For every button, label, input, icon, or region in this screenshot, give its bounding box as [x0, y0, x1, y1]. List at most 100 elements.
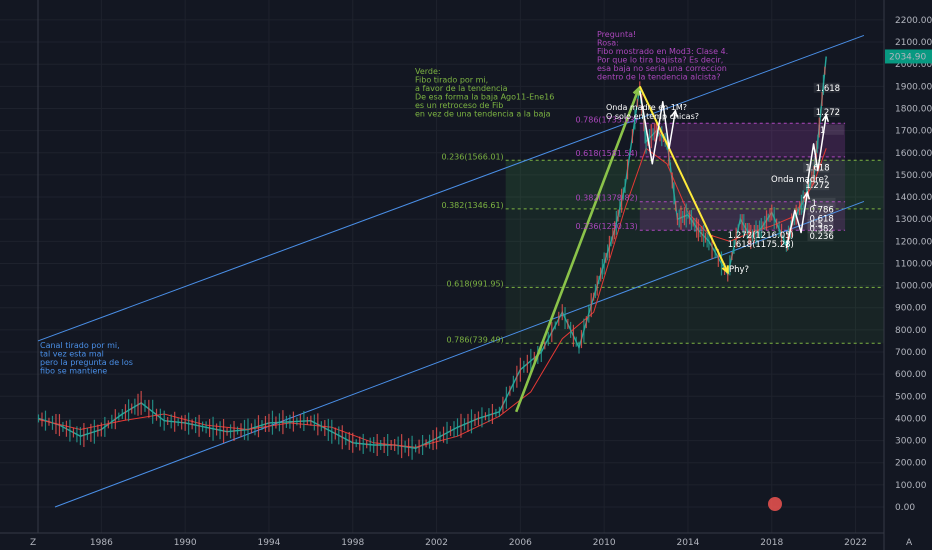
purple-zone-1 [639, 123, 846, 157]
green-wave-arrow-head [632, 85, 641, 96]
small-ratio-box [807, 223, 834, 234]
verde-note: es un retroceso de Fib [415, 101, 503, 110]
fib-level-label: 0.382(1346.61) [441, 201, 503, 210]
onda-madre-1m-note: O solo en temp chicas? [606, 112, 699, 121]
small-ratio-box [807, 204, 834, 215]
channel-lower [54, 201, 865, 508]
small-ratio-box [807, 231, 834, 242]
small-ratio-label: 0.618 [809, 214, 833, 224]
y-tick-label: 2200.00 [895, 16, 932, 26]
y-tick-label: 0.00 [895, 503, 915, 513]
onda-madre-1m-note: Onda madre en 1M? [606, 103, 687, 112]
y-tick-label: 2000.00 [895, 60, 932, 70]
canal-note: pero la pregunta de los [40, 358, 133, 367]
small-ratio-label: 1 [820, 126, 825, 136]
y-tick-label: 100.00 [895, 481, 927, 491]
white-wave-3-head [821, 113, 830, 123]
annotations: Verde:Fibo tirado por mi,a favor de la t… [40, 30, 828, 511]
last-price-label: 2034.90 [889, 52, 926, 62]
fib-level-label: 0.382(1378.82) [576, 194, 638, 203]
small-ratio-label: 1.618 [805, 163, 829, 173]
y-tick-label: 800.00 [895, 326, 927, 336]
verde-note: en vez de una tendencia a la baja [415, 110, 551, 119]
x-tick-label: 2014 [676, 538, 699, 548]
wave-arrows [514, 85, 830, 413]
fib-level-label: 0.618(991.95) [447, 279, 504, 288]
small-ratio-box [809, 197, 836, 208]
canal-note: fibo se mantiene [40, 367, 107, 376]
y-tick-label: 1000.00 [895, 282, 932, 292]
channel-upper [37, 34, 865, 342]
verde-note: De esa forma la baja Ago11-Ene16 [415, 93, 554, 102]
small-ratio-label: 1.272 [816, 108, 840, 118]
small-ratio-box [803, 180, 830, 191]
y-tick-label: 2100.00 [895, 38, 932, 48]
y-tick-label: 1400.00 [895, 193, 932, 203]
small-ratio-label: 1 [812, 199, 817, 209]
white-wave-2-head [802, 190, 811, 200]
canal-note: Canal tirado por mi, [40, 341, 120, 350]
y-tick-label: 1200.00 [895, 237, 932, 247]
y-tick-label: 1100.00 [895, 259, 932, 269]
x-tick-label: 1990 [174, 538, 197, 548]
small-ratio-box [807, 213, 834, 224]
fib-level-label: 0.236(1250.13) [576, 222, 638, 231]
white-fib-label: 1.272(1216.05) [728, 231, 794, 241]
small-ratio-label: 0.382 [809, 224, 833, 234]
white-wave-small [639, 90, 677, 165]
y-tick-label: 900.00 [895, 304, 927, 314]
y-tick-label: 400.00 [895, 414, 927, 424]
y-tick-label: 1500.00 [895, 171, 932, 181]
y-tick-label: 1300.00 [895, 215, 932, 225]
y-axis-panel [884, 0, 932, 550]
canal-note: tal vez esta mal [40, 350, 104, 359]
x-tick-label: 1998 [341, 538, 364, 548]
y-tick-label: 1700.00 [895, 127, 932, 137]
price-series [37, 56, 827, 460]
yellow-wave-arrow-head [721, 265, 729, 275]
y-tick-label: 1600.00 [895, 149, 932, 159]
y-tick-label: 1800.00 [895, 104, 932, 114]
small-ratio-box [813, 107, 840, 118]
rosa-note: dentro de la tendencia alcista? [597, 73, 720, 82]
x-tick-label: 2002 [425, 538, 448, 548]
small-ratio-box [803, 162, 830, 173]
last-price-badge [885, 49, 932, 64]
x-tick-label: 2006 [509, 538, 532, 548]
channel [37, 34, 865, 508]
verde-note: Fibo tirado por mi, [415, 76, 488, 85]
x-axis[interactable]: 1986 1990 1994 1998 2002 2006 2010 2014 2018 2022… [0, 532, 913, 548]
fib-level-label: 0.236(1566.01) [441, 152, 503, 161]
auto-scale-button: A [906, 538, 913, 548]
white-wave-2 [785, 192, 809, 249]
fib-level-label: 0.786(739.49) [447, 335, 504, 344]
x-tick-label: 2010 [593, 538, 616, 548]
x-tick-label: 1994 [257, 538, 280, 548]
small-ratio-label: 0.5 [809, 220, 823, 230]
small-ratio-box [807, 218, 834, 229]
white-wave-small-head [670, 108, 679, 118]
rosa-note: esa baja no seria una correccion [597, 64, 727, 73]
white-fib-label: 1.618(1175.28) [728, 240, 794, 250]
y-tick-label: 200.00 [895, 459, 927, 469]
verde-note: a favor de la tendencia [415, 84, 508, 93]
fib-level-label: 0.618(1581.54) [576, 149, 638, 158]
rosa-note: Por que lo tira bajista? Es decir, [597, 56, 723, 65]
green-wave-arrow [514, 88, 640, 413]
x-tick-label: 2018 [760, 538, 783, 548]
yellow-wave-arrow [638, 85, 729, 273]
white-wave-3 [806, 114, 827, 184]
rosa-note: Pregunta! [597, 30, 636, 39]
fib-level-label: 0.786(1733.03) [576, 115, 638, 124]
y-tick-label: 1900.00 [895, 82, 932, 92]
y-axis[interactable]: 0.00 100.00 200.00 300.00 400.00 500.00 600.00… [883, 0, 932, 550]
rosa-note: Rosa: [597, 39, 619, 48]
logo-icon [768, 497, 782, 511]
y-tick-label: 600.00 [895, 370, 927, 380]
onda-madre-note: Onda madre? [771, 175, 828, 185]
small-ratio-box [817, 124, 844, 135]
small-ratio-label: 0.786 [809, 206, 833, 216]
